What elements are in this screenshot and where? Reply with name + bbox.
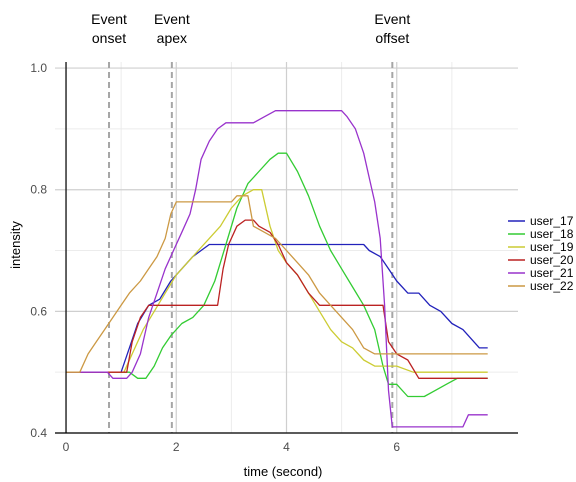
event-label: Event [91, 11, 127, 27]
event-label: offset [375, 30, 409, 46]
event-markers: Event onset Event apex Event offset [91, 11, 410, 433]
event-label: onset [92, 30, 126, 46]
event-label: Event [374, 11, 410, 27]
legend-label: user_22 [530, 279, 574, 293]
axes: 0 2 4 6 0.4 0.6 0.8 1.0 [30, 61, 518, 454]
series-line-user_17 [66, 243, 488, 373]
legend-label: user_21 [530, 266, 574, 280]
legend-label: user_17 [530, 214, 574, 228]
series-line-user_22 [66, 195, 488, 373]
x-tick-label: 4 [283, 440, 290, 454]
y-tick-label: 0.6 [30, 304, 47, 318]
series-line-user_20 [66, 219, 488, 379]
y-tick-label: 1.0 [30, 61, 47, 75]
series-line-user_18 [66, 152, 488, 398]
legend-label: user_18 [530, 227, 574, 241]
x-tick-label: 6 [393, 440, 400, 454]
legend: user_17user_18user_19user_20user_21user_… [508, 214, 574, 293]
series-lines [66, 110, 488, 428]
y-tick-label: 0.8 [30, 183, 47, 197]
legend-label: user_19 [530, 240, 574, 254]
x-axis-title: time (second) [244, 464, 323, 479]
x-tick-label: 0 [63, 440, 70, 454]
legend-label: user_20 [530, 253, 574, 267]
event-label: Event [154, 11, 190, 27]
series-line-user_21 [66, 110, 488, 428]
grid [55, 62, 518, 434]
event-label: apex [157, 30, 187, 46]
y-tick-label: 0.4 [30, 426, 47, 440]
y-axis-title: intensity [8, 221, 23, 269]
x-tick-label: 2 [173, 440, 180, 454]
series-line-user_19 [66, 189, 488, 373]
